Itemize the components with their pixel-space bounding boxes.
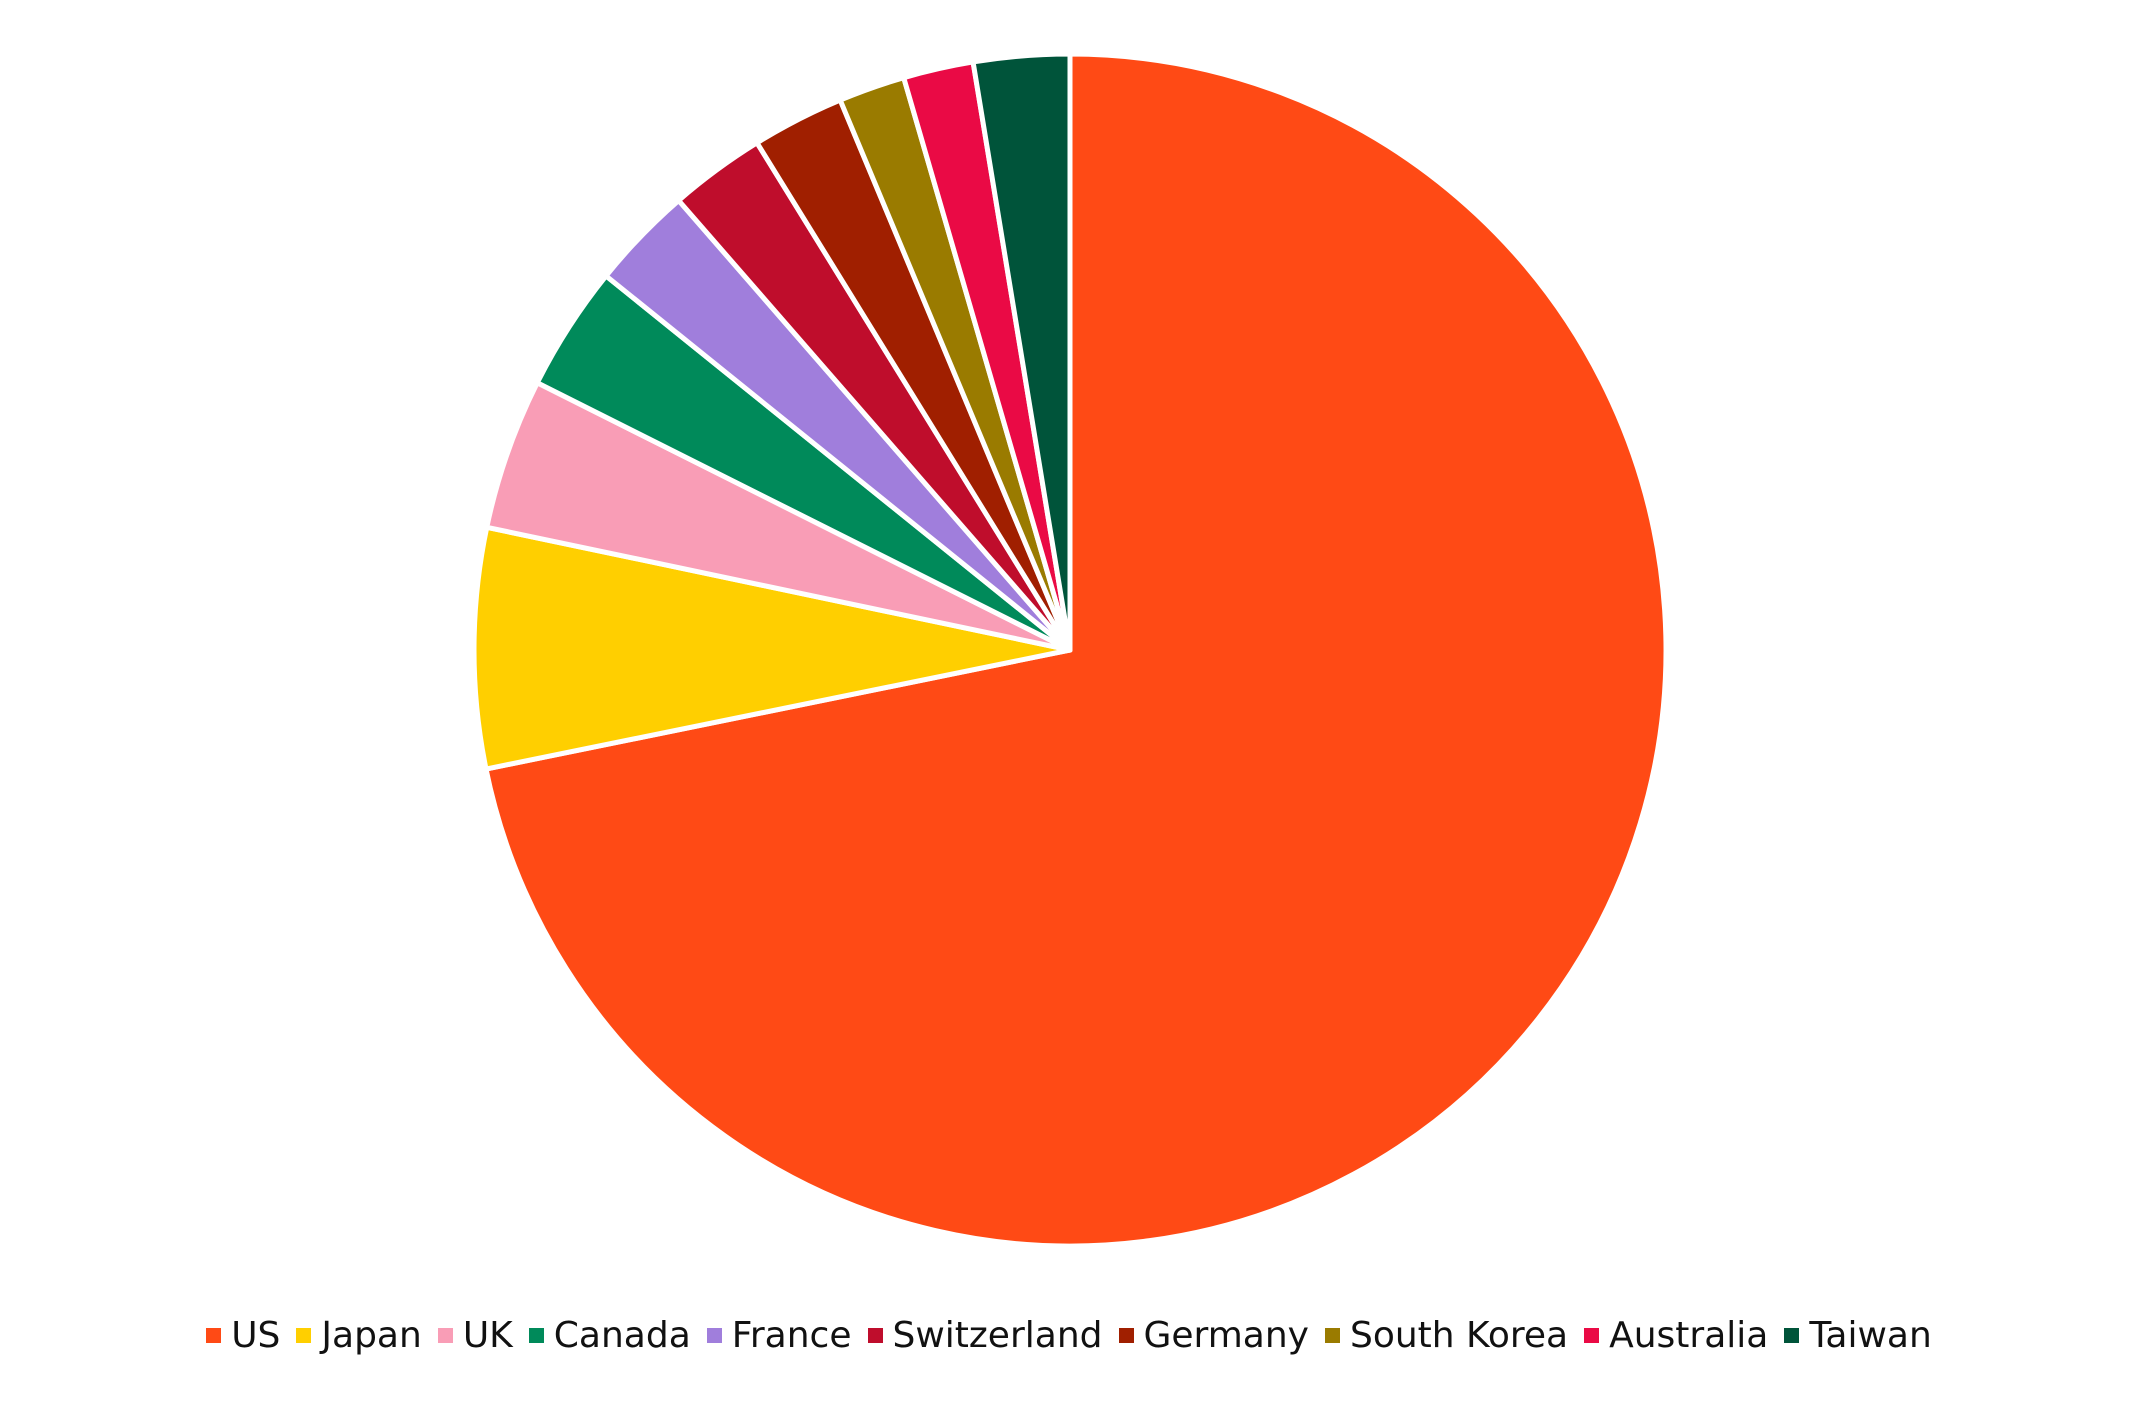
legend-swatch <box>1584 1328 1600 1343</box>
legend: US Japan UK Canada France Switzerland Germany S… <box>0 1315 2138 1356</box>
legend-label: Japan <box>321 1315 422 1356</box>
legend-item: Switzerland <box>867 1315 1103 1356</box>
legend-label: Germany <box>1143 1315 1309 1356</box>
legend-item: Japan <box>296 1315 422 1356</box>
pie <box>471 51 1669 1249</box>
legend-swatch <box>437 1328 453 1343</box>
legend-swatch <box>296 1328 312 1343</box>
legend-label: France <box>731 1315 852 1356</box>
legend-label: UK <box>462 1315 513 1356</box>
pie-slice <box>970 51 1073 653</box>
legend-item: Germany <box>1118 1315 1309 1356</box>
legend-label: Switzerland <box>892 1315 1103 1356</box>
legend-swatch <box>206 1328 222 1343</box>
legend-label: South Korea <box>1349 1315 1569 1356</box>
legend-item: UK <box>437 1315 513 1356</box>
legend-item: Canada <box>528 1315 691 1356</box>
legend-label: Taiwan <box>1809 1315 1932 1356</box>
legend-swatch <box>1324 1328 1340 1343</box>
legend-item: Australia <box>1584 1315 1768 1356</box>
legend-swatch <box>1118 1328 1134 1343</box>
legend-swatch <box>706 1328 722 1343</box>
legend-item: Taiwan <box>1784 1315 1932 1356</box>
legend-swatch <box>1784 1328 1800 1343</box>
legend-swatch <box>867 1328 883 1343</box>
legend-label: US <box>231 1315 281 1356</box>
legend-swatch <box>528 1328 544 1343</box>
legend-item: US <box>206 1315 280 1356</box>
legend-label: Canada <box>553 1315 691 1356</box>
pie-slice <box>483 51 1669 1249</box>
legend-item: South Korea <box>1324 1315 1569 1356</box>
pie-slice <box>471 524 1073 772</box>
legend-label: Australia <box>1609 1315 1769 1356</box>
legend-item: France <box>706 1315 852 1356</box>
